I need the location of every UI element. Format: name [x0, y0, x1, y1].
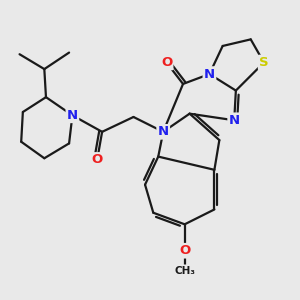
Text: N: N [229, 114, 240, 127]
Text: N: N [67, 109, 78, 122]
Text: N: N [158, 125, 169, 138]
Text: O: O [92, 153, 103, 167]
Text: O: O [161, 56, 172, 69]
Text: CH₃: CH₃ [174, 266, 195, 275]
Text: O: O [179, 244, 190, 257]
Text: N: N [204, 68, 215, 80]
Text: S: S [259, 56, 269, 69]
